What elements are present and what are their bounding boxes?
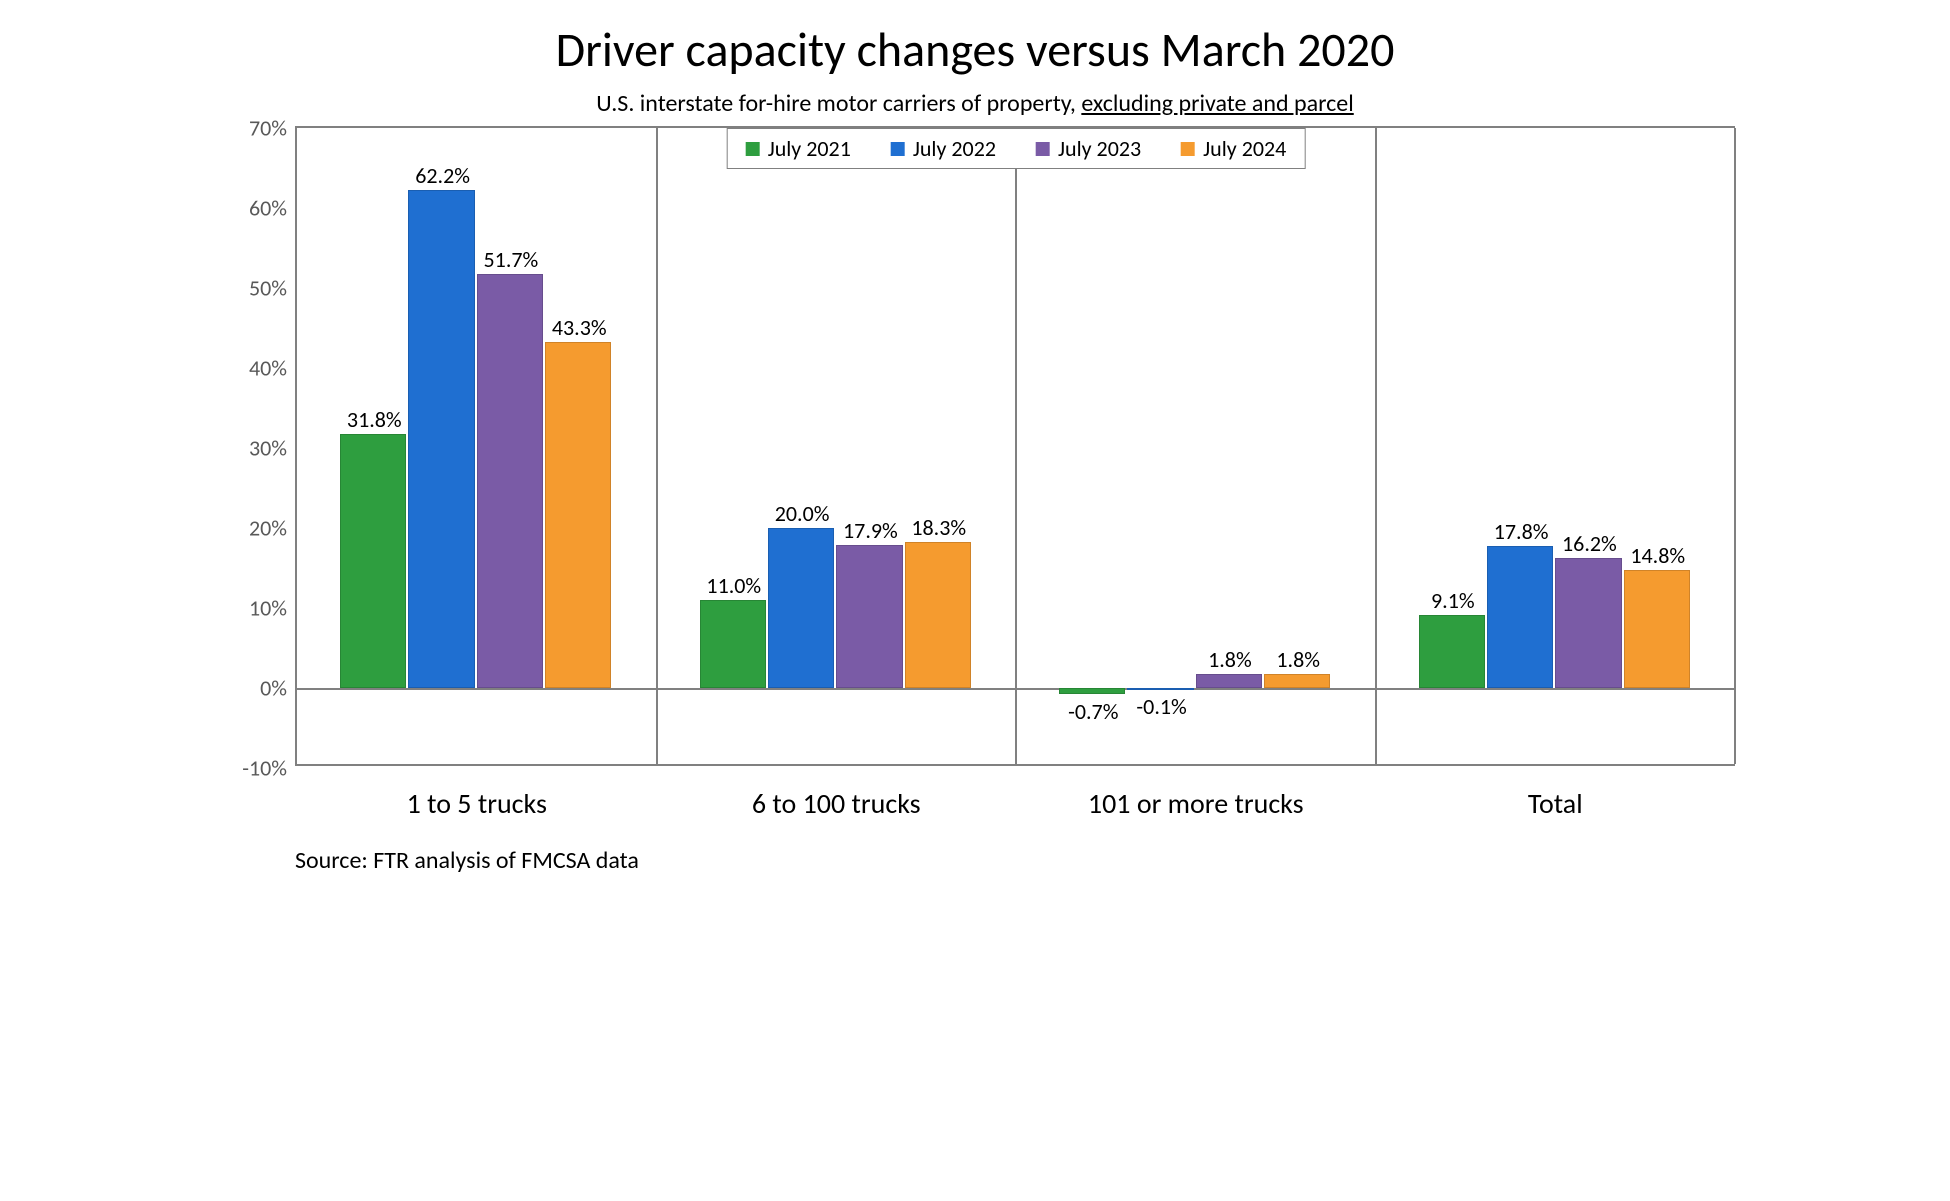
bar: [700, 600, 766, 688]
y-tick-label: 50%: [249, 275, 297, 302]
bar-value-label: 18.3%: [911, 514, 966, 541]
y-tick-label: 40%: [249, 355, 297, 382]
bar: [1487, 546, 1553, 688]
bar: [477, 274, 543, 688]
group-separator: [1375, 128, 1377, 764]
bar: [768, 528, 834, 688]
group-separator: [656, 128, 658, 764]
bar-value-label: -0.7%: [1068, 698, 1118, 725]
group-separator: [1015, 128, 1017, 764]
category-label: 6 to 100 trucks: [752, 764, 921, 821]
subtitle-plain: U.S. interstate for-hire motor carriers …: [596, 89, 1081, 118]
bar-value-label: 51.7%: [484, 246, 539, 273]
bar-value-label: 14.8%: [1630, 542, 1685, 569]
legend-item: July 2021: [746, 135, 851, 162]
bar: [836, 545, 902, 688]
y-tick-label: 10%: [249, 595, 297, 622]
bar-value-label: 1.8%: [1208, 646, 1252, 673]
category-label: 101 or more trucks: [1088, 764, 1304, 821]
bar-value-label: 17.9%: [843, 517, 898, 544]
y-tick-label: 30%: [249, 435, 297, 462]
y-tick-label: 20%: [249, 515, 297, 542]
bar: [1196, 674, 1262, 688]
legend-item: July 2022: [891, 135, 996, 162]
legend-label: July 2021: [768, 135, 851, 162]
chart-container: Driver capacity changes versus March 202…: [195, 20, 1755, 875]
plot-wrap: July 2021July 2022July 2023July 2024 -10…: [295, 126, 1735, 766]
bar-value-label: 20.0%: [775, 500, 830, 527]
plot-area: July 2021July 2022July 2023July 2024 -10…: [295, 126, 1735, 766]
y-tick-label: 0%: [260, 675, 297, 702]
legend-item: July 2024: [1181, 135, 1286, 162]
chart-title: Driver capacity changes versus March 202…: [195, 20, 1755, 79]
legend-item: July 2023: [1036, 135, 1141, 162]
legend: July 2021 July 2022 July 2023 July 2024: [727, 128, 1306, 169]
bar: [1555, 558, 1621, 688]
source-text: Source: FTR analysis of FMCSA data: [295, 846, 1755, 875]
group-separator: [1734, 128, 1736, 764]
bar: [1059, 688, 1125, 694]
chart-subtitle: U.S. interstate for-hire motor carriers …: [195, 89, 1755, 118]
legend-label: July 2024: [1203, 135, 1286, 162]
y-tick-label: 60%: [249, 195, 297, 222]
legend-swatch: [1036, 142, 1050, 156]
y-tick-label: 70%: [249, 115, 297, 142]
legend-swatch: [1181, 142, 1195, 156]
bar: [1419, 615, 1485, 688]
legend-swatch: [891, 142, 905, 156]
bar-value-label: 16.2%: [1562, 530, 1617, 557]
subtitle-underlined: excluding private and parcel: [1081, 89, 1353, 118]
bar: [1624, 570, 1690, 688]
bar-value-label: 1.8%: [1276, 646, 1320, 673]
bar-value-label: 31.8%: [347, 406, 402, 433]
bar-value-label: 9.1%: [1431, 587, 1475, 614]
bar: [545, 342, 611, 688]
bar-value-label: 17.8%: [1494, 518, 1549, 545]
legend-swatch: [746, 142, 760, 156]
bar-value-label: 62.2%: [415, 162, 470, 189]
legend-label: July 2022: [913, 135, 996, 162]
bar-value-label: -0.1%: [1136, 693, 1186, 720]
bar: [905, 542, 971, 688]
bar: [1264, 674, 1330, 688]
legend-label: July 2023: [1058, 135, 1141, 162]
bar: [340, 434, 406, 688]
y-tick-label: -10%: [242, 755, 297, 782]
bar: [1127, 688, 1193, 690]
category-label: Total: [1528, 764, 1583, 821]
category-label: 1 to 5 trucks: [407, 764, 547, 821]
bar-value-label: 11.0%: [706, 572, 761, 599]
bar-value-label: 43.3%: [552, 314, 607, 341]
bar: [408, 190, 474, 688]
